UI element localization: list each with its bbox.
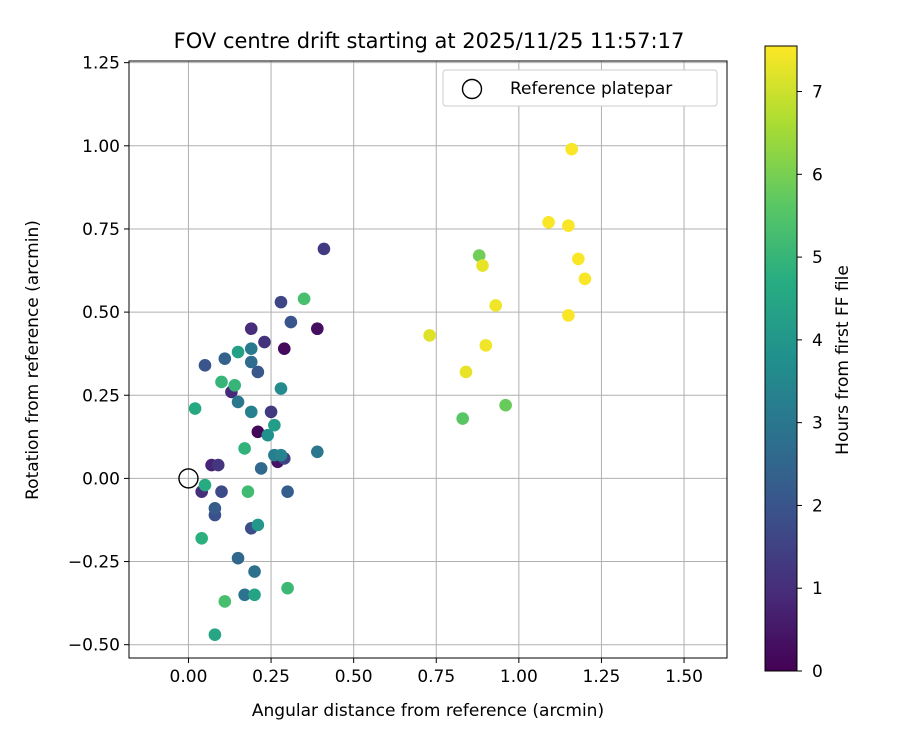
- data-point: [208, 628, 222, 642]
- data-point: [542, 216, 555, 229]
- x-axis-ticks: 0.00 0.25 0.50 0.75 1.00 1.25 1.50: [170, 658, 703, 687]
- data-point: [489, 299, 503, 312]
- data-point: [251, 518, 265, 532]
- data-point: [274, 382, 288, 395]
- data-point: [195, 531, 208, 545]
- data-point: [231, 345, 245, 359]
- y-tick-label: 0.75: [82, 220, 120, 240]
- data-point: [479, 339, 493, 352]
- x-tick-label: 0.25: [252, 667, 290, 687]
- data-point: [198, 478, 212, 492]
- data-point: [211, 458, 225, 472]
- data-point: [277, 342, 291, 355]
- colorbar-tick-label: 7: [812, 83, 823, 103]
- legend-label-reference: Reference platepar: [510, 79, 672, 99]
- plot-frame: [128, 60, 728, 659]
- x-tick-label: 1.25: [583, 667, 621, 687]
- data-point: [281, 581, 294, 595]
- data-point: [248, 588, 261, 602]
- colorbar-tick-label: 5: [812, 248, 823, 268]
- colorbar-tick-label: 1: [812, 579, 823, 599]
- data-point: [215, 375, 228, 389]
- data-point: [264, 405, 278, 419]
- data-point: [317, 242, 331, 256]
- colorbar: 0 1 2 3 4 5 6 7 Hours from first FF file: [764, 45, 853, 682]
- colorbar-label: Hours from first FF file: [833, 265, 853, 455]
- x-tick-label: 0.00: [170, 667, 208, 687]
- data-point: [215, 485, 228, 499]
- data-point: [499, 398, 512, 412]
- data-point: [218, 352, 232, 365]
- chart-title: FOV centre drift starting at 2025/11/25 …: [174, 29, 685, 53]
- colorbar-tick-label: 0: [812, 662, 823, 682]
- data-point: [244, 405, 258, 419]
- data-point: [578, 272, 592, 286]
- data-point: [238, 588, 251, 602]
- data-point: [423, 329, 436, 342]
- data-point: [254, 462, 268, 475]
- data-point: [188, 402, 202, 415]
- data-point: [261, 428, 275, 442]
- data-point: [244, 322, 258, 336]
- colorbar-tick-label: 6: [812, 165, 823, 185]
- data-point: [251, 425, 265, 439]
- data-point: [459, 365, 473, 379]
- data-point: [281, 485, 294, 499]
- data-point: [562, 219, 575, 232]
- y-tick-label: 1.00: [82, 137, 120, 157]
- data-point: [244, 355, 258, 369]
- data-point: [251, 365, 265, 379]
- colorbar-gradient: [764, 45, 798, 672]
- legend: Reference platepar: [442, 69, 718, 107]
- colorbar-tick-label: 2: [812, 496, 823, 516]
- data-point: [311, 322, 324, 336]
- y-tick-label: 0.50: [82, 303, 120, 323]
- legend-marker-reference: [461, 78, 483, 100]
- data-point: [268, 418, 281, 432]
- data-point: [218, 595, 232, 608]
- data-point: [274, 448, 288, 462]
- legend-box: [442, 69, 718, 107]
- x-tick-label: 0.75: [417, 667, 455, 687]
- data-point: [241, 485, 255, 499]
- data-point: [476, 259, 489, 272]
- data-point: [311, 445, 324, 459]
- y-tick-label: 0.00: [82, 469, 120, 489]
- data-point: [562, 309, 575, 322]
- x-axis-label: Angular distance from reference (arcmin): [252, 701, 604, 721]
- data-point: [238, 442, 251, 455]
- data-point: [565, 142, 579, 156]
- data-point: [231, 395, 245, 409]
- colorbar-ticks: 0 1 2 3 4 5 6 7: [797, 83, 823, 682]
- y-axis-ticks: −0.50 −0.25 0.00 0.25 0.50 0.75 1.00 1.25: [68, 54, 129, 656]
- data-point: [258, 335, 271, 349]
- data-point: [572, 252, 585, 266]
- data-point: [248, 565, 261, 578]
- data-point: [228, 378, 242, 392]
- data-point: [208, 502, 222, 515]
- y-tick-label: 1.25: [82, 54, 120, 74]
- x-tick-label: 1.00: [500, 667, 538, 687]
- data-points: [178, 142, 592, 642]
- data-point: [244, 342, 258, 355]
- data-point: [456, 412, 469, 425]
- colorbar-tick-label: 4: [812, 331, 823, 351]
- colorbar-tick-label: 3: [812, 414, 823, 434]
- y-tick-label: −0.50: [68, 636, 120, 656]
- y-tick-label: 0.25: [82, 386, 120, 406]
- x-tick-label: 1.50: [665, 667, 703, 687]
- data-point: [231, 551, 245, 565]
- y-axis-label: Rotation from reference (arcmin): [23, 220, 43, 500]
- y-tick-label: −0.25: [68, 553, 120, 573]
- data-point: [198, 359, 212, 372]
- data-point: [284, 315, 298, 329]
- data-point: [274, 295, 288, 309]
- data-point: [472, 249, 486, 262]
- reference-platepar-marker: [178, 468, 199, 489]
- x-tick-label: 0.50: [335, 667, 373, 687]
- data-point: [297, 292, 311, 306]
